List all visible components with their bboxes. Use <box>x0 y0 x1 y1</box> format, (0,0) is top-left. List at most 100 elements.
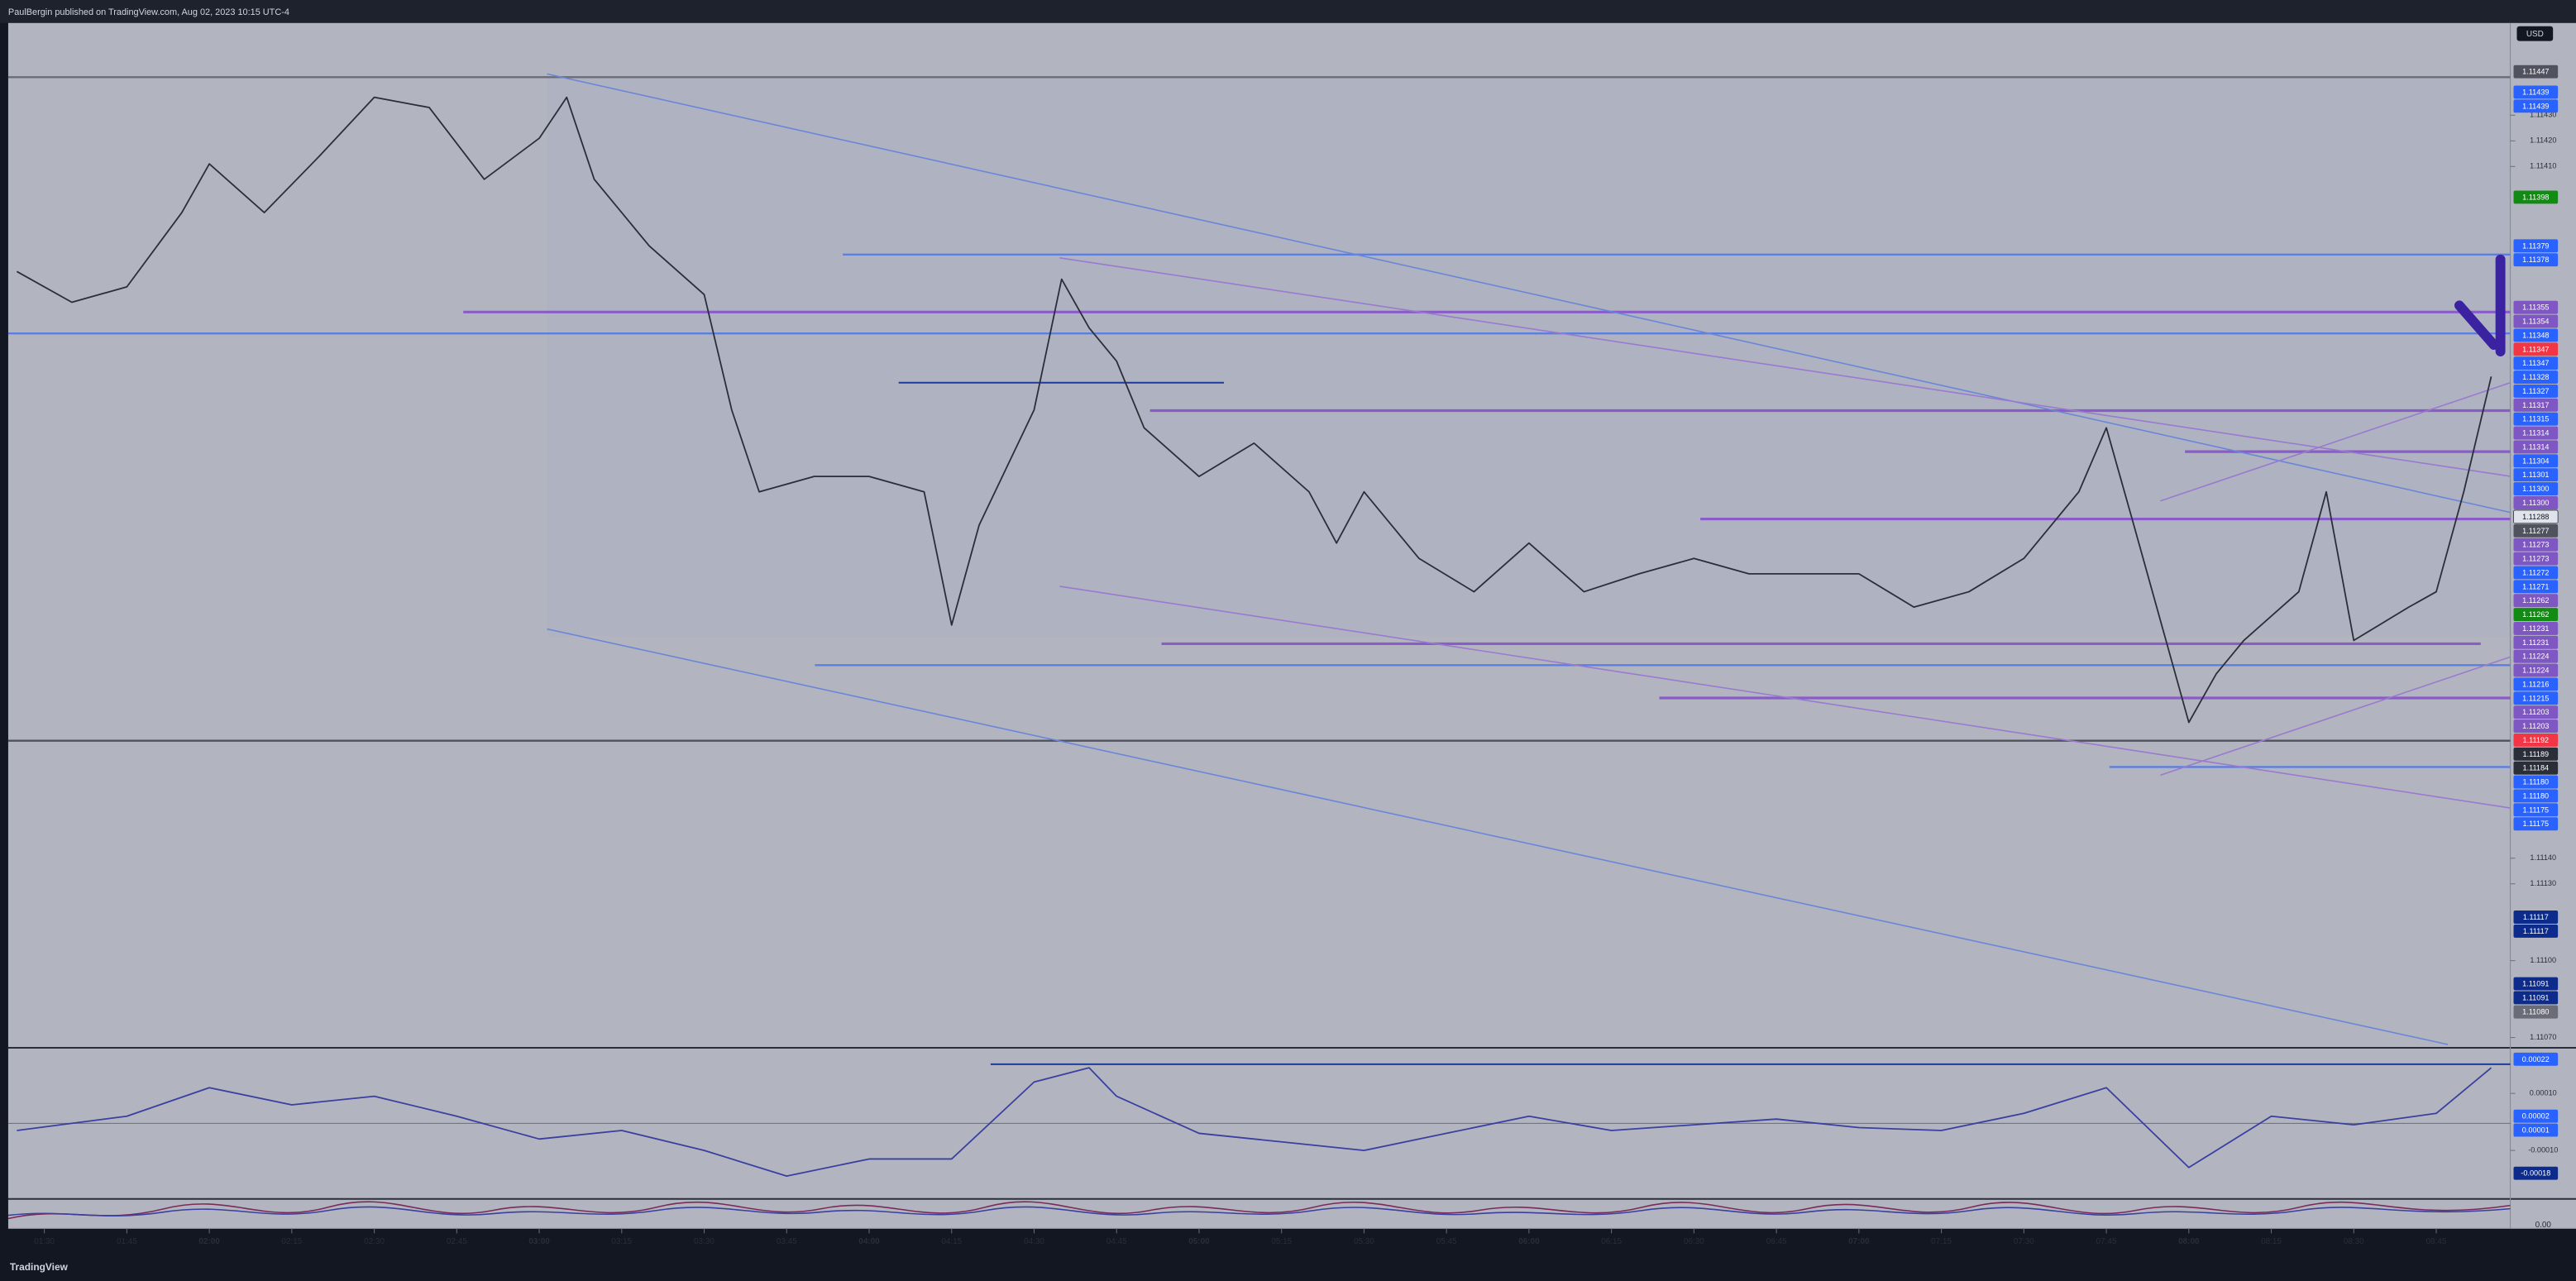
price-label-box <box>2513 440 2559 454</box>
price-label: 1.11379 <box>2522 241 2549 250</box>
price-label: 1.11203 <box>2522 708 2549 716</box>
price-label: 1.11304 <box>2522 456 2549 465</box>
price-label-box <box>2513 734 2559 747</box>
price-label-box <box>2513 621 2559 635</box>
price-label: 1.11117 <box>2523 927 2549 935</box>
price-label: 1.11189 <box>2523 750 2550 758</box>
price-label-box <box>2513 691 2559 705</box>
price-label: 1.11175 <box>2523 805 2550 814</box>
price-label: 1.11215 <box>2522 694 2549 702</box>
price-label-box <box>2513 65 2559 79</box>
price-label-box <box>2513 523 2559 538</box>
y-tick-label: 1.11100 <box>2530 956 2556 964</box>
trendline <box>1059 257 2511 477</box>
price-label: 1.11439 <box>2522 88 2549 96</box>
price-label: 1.11347 <box>2522 345 2549 353</box>
price-label-box <box>2513 663 2559 677</box>
price-label: 1.11080 <box>2522 1008 2549 1016</box>
price-label: 1.11216 <box>2522 680 2549 688</box>
x-tick-label: 02:00 <box>198 1237 220 1246</box>
price-label-box <box>2513 314 2559 328</box>
x-tick-label: 05:15 <box>1271 1237 1292 1246</box>
x-tick-label: 03:00 <box>528 1237 550 1246</box>
price-label: 1.11447 <box>2522 68 2549 76</box>
price-label: 1.11262 <box>2522 596 2549 605</box>
price-label-box <box>2513 789 2559 803</box>
y-tick-label: 0.00010 <box>2530 1089 2557 1097</box>
price-label-box <box>2513 566 2559 580</box>
x-tick-label: 05:30 <box>1354 1237 1374 1246</box>
price-label-box <box>2513 705 2559 719</box>
price-label: 1.11175 <box>2523 820 2550 828</box>
price-label: 1.11231 <box>2522 638 2549 647</box>
x-tick-label: 07:00 <box>1848 1237 1870 1246</box>
price-label: 1.11180 <box>2523 791 2550 800</box>
price-label: 1.11184 <box>2523 764 2550 772</box>
x-tick-label: 06:30 <box>1684 1237 1704 1246</box>
price-label: 0.00022 <box>2522 1055 2550 1064</box>
x-tick-label: 02:15 <box>281 1237 302 1246</box>
price-label-box <box>2513 342 2559 356</box>
price-label-box <box>2513 635 2559 649</box>
price-label: 1.11231 <box>2522 624 2549 633</box>
price-label: 1.11398 <box>2522 193 2549 201</box>
price-label-box <box>2513 677 2559 691</box>
price-label-box <box>2513 803 2559 817</box>
price-label: 1.11348 <box>2522 331 2549 339</box>
trendline <box>547 73 2511 514</box>
price-label: 1.11301 <box>2522 471 2549 479</box>
y-tick-label: 1.11140 <box>2530 853 2556 862</box>
price-label: 1.11091 <box>2522 993 2549 1001</box>
price-line <box>16 96 2492 724</box>
price-label-box <box>2513 1123 2559 1137</box>
price-label-box <box>2513 1052 2559 1066</box>
price-label: 1.11439 <box>2522 102 2549 110</box>
price-label-box <box>2513 412 2559 426</box>
price-label-box <box>2513 496 2559 509</box>
y-tick-label: 1.11430 <box>2530 111 2556 119</box>
x-tick-label: 05:45 <box>1436 1237 1457 1246</box>
price-label-box <box>2513 649 2559 663</box>
price-label: 1.11272 <box>2522 568 2549 576</box>
price-label-box <box>2513 426 2559 440</box>
x-tick-label: 08:15 <box>2261 1237 2282 1246</box>
price-label-box <box>2513 468 2559 482</box>
price-label: 1.11327 <box>2522 387 2549 395</box>
price-label: 1.11378 <box>2522 256 2549 264</box>
price-label: 1.11314 <box>2522 442 2549 451</box>
price-label: 1.11355 <box>2522 304 2549 312</box>
price-label: 1.11277 <box>2522 527 2549 535</box>
price-label: 1.11288 <box>2522 513 2549 521</box>
price-label-box <box>2513 538 2559 552</box>
x-tick-label: 02:45 <box>447 1237 467 1246</box>
price-label: 1.11203 <box>2522 722 2549 730</box>
price-label-box <box>2513 509 2559 524</box>
price-label: 1.11314 <box>2522 429 2549 437</box>
price-label: 0.00001 <box>2522 1126 2550 1135</box>
x-tick-label: 04:00 <box>858 1237 880 1246</box>
price-label-box <box>2513 85 2559 99</box>
price-line <box>17 1067 2492 1178</box>
price-label: 1.11091 <box>2522 980 2549 988</box>
price-label-box <box>2513 454 2559 468</box>
price-label-box <box>2513 482 2559 496</box>
price-label-box <box>2513 775 2559 789</box>
x-tick-label: 06:00 <box>1518 1237 1540 1246</box>
price-label-box <box>2513 190 2559 204</box>
x-tick-label: 01:45 <box>117 1237 137 1246</box>
price-label: 1.11300 <box>2522 485 2549 493</box>
price-label: -0.00018 <box>2521 1169 2550 1178</box>
price-label: 1.11273 <box>2522 541 2549 549</box>
price-label: 1.11224 <box>2522 667 2549 675</box>
price-label-box <box>2513 328 2559 342</box>
x-tick-label: 08:00 <box>2178 1237 2200 1246</box>
pane3-tick-label: 0.00 <box>2535 1221 2552 1230</box>
x-tick-label: 08:30 <box>2344 1237 2364 1246</box>
trendline <box>547 628 2449 1045</box>
x-tick-label: 04:45 <box>1106 1237 1127 1246</box>
plot-area <box>7 22 2511 1229</box>
trendline <box>2160 656 2511 777</box>
pane3-line <box>7 1201 2511 1220</box>
price-label-box <box>2513 924 2559 938</box>
